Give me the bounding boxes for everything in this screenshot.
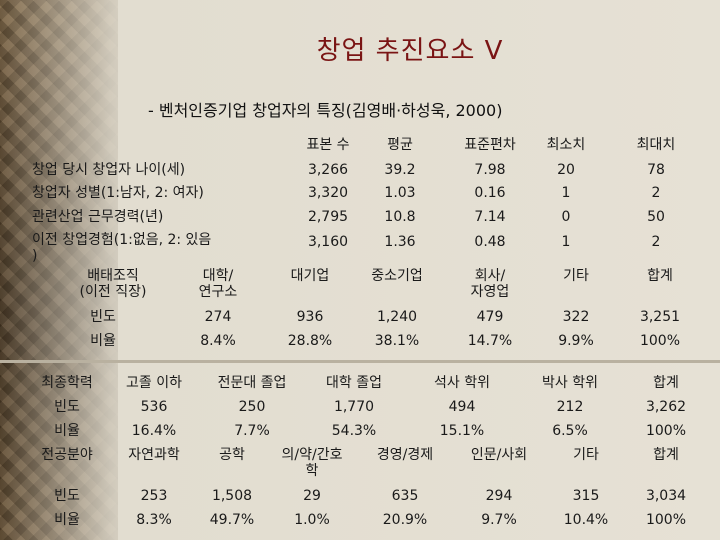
edu-header: 석사 학위 <box>434 375 490 391</box>
stats-header: 최소치 <box>546 137 586 153</box>
stats-cell: 3,320 <box>307 185 349 201</box>
edu-cell: 494 <box>448 399 476 415</box>
edu-cell: 15.1% <box>439 423 485 439</box>
stats-row-label: 이전 창업경험(1:없음, 2: 있음 ) <box>32 232 212 264</box>
org-cell: 38.1% <box>374 333 420 349</box>
stats-cell: 1 <box>561 234 571 250</box>
edu-header: 고졸 이하 <box>126 375 182 391</box>
stats-cell: 1.36 <box>384 234 416 250</box>
org-cell: 479 <box>476 309 504 325</box>
stats-cell: 2 <box>651 185 661 201</box>
major-cell: 315 <box>572 488 600 504</box>
major-cell: 1,508 <box>211 488 253 504</box>
org-row-label: 비율 <box>90 333 116 349</box>
org-header: 중소기업 <box>371 268 423 284</box>
edu-header: 합계 <box>653 375 679 391</box>
org-header: 대학/ 연구소 <box>198 268 238 300</box>
org-cell: 1,240 <box>376 309 418 325</box>
edu-header: 전문대 졸업 <box>217 375 287 391</box>
stats-cell: 10.8 <box>384 209 416 225</box>
org-row-label: 빈도 <box>90 309 116 325</box>
stats-cell: 0.16 <box>474 185 506 201</box>
major-row-label: 빈도 <box>54 488 80 504</box>
major-header: 기타 <box>573 447 599 463</box>
stats-row-label: 관련산업 근무경력(년) <box>32 209 164 225</box>
stats-header: 표본 수 <box>306 137 350 153</box>
stats-cell: 0 <box>561 209 571 225</box>
edu-cell: 6.5% <box>552 423 588 439</box>
stats-cell: 39.2 <box>384 162 416 178</box>
org-cell: 100% <box>639 333 681 349</box>
org-header: 합계 <box>647 268 673 284</box>
stats-cell: 1 <box>561 185 571 201</box>
stats-row-label: 창업 당시 창업자 나이(세) <box>32 162 186 178</box>
edu-row-label: 비율 <box>54 423 80 439</box>
major-header: 인문/사회 <box>470 447 528 463</box>
edu-row-label: 빈도 <box>54 399 80 415</box>
edu-cell: 7.7% <box>234 423 270 439</box>
edu-cell: 536 <box>140 399 168 415</box>
stats-cell: 2 <box>651 234 661 250</box>
org-header: 회사/ 자영업 <box>470 268 510 300</box>
org-cell: 28.8% <box>287 333 333 349</box>
major-header: 공학 <box>219 447 245 463</box>
major-cell: 10.4% <box>563 512 609 528</box>
stats-cell: 2,795 <box>307 209 349 225</box>
org-cell: 9.9% <box>558 333 594 349</box>
stats-header: 표준편차 <box>464 137 516 153</box>
slide-title: 창업 추진요소 V <box>316 36 504 66</box>
slide-subtitle: - 벤처인증기업 창업자의 특징(김영배·하성욱, 2000) <box>148 101 503 120</box>
stats-header: 최대치 <box>636 137 676 153</box>
org-header: 기타 <box>563 268 589 284</box>
major-header: 전공분야 <box>41 447 93 463</box>
stats-cell: 7.14 <box>474 209 506 225</box>
org-header: 배태조직 (이전 직장) <box>79 268 147 300</box>
major-cell: 20.9% <box>382 512 428 528</box>
major-cell: 635 <box>391 488 419 504</box>
org-cell: 8.4% <box>200 333 236 349</box>
edu-cell: 212 <box>556 399 584 415</box>
stats-cell: 3,160 <box>307 234 349 250</box>
major-cell: 100% <box>645 512 687 528</box>
edu-header: 대학 졸업 <box>326 375 382 391</box>
table-separator <box>0 360 720 363</box>
major-cell: 3,034 <box>645 488 687 504</box>
major-cell: 49.7% <box>209 512 255 528</box>
stats-cell: 50 <box>647 209 665 225</box>
org-cell: 936 <box>296 309 324 325</box>
major-header: 자연과학 <box>128 447 180 463</box>
stats-row-label: 창업자 성별(1:남자, 2: 여자) <box>32 185 204 201</box>
major-header: 합계 <box>653 447 679 463</box>
major-cell: 253 <box>140 488 168 504</box>
major-cell: 8.3% <box>136 512 172 528</box>
edu-cell: 3,262 <box>645 399 687 415</box>
edu-cell: 250 <box>238 399 266 415</box>
edu-cell: 16.4% <box>131 423 177 439</box>
stats-cell: 0.48 <box>474 234 506 250</box>
major-cell: 9.7% <box>481 512 517 528</box>
stats-cell: 78 <box>647 162 665 178</box>
edu-cell: 1,770 <box>333 399 375 415</box>
stats-cell: 7.98 <box>474 162 506 178</box>
stats-cell: 3,266 <box>307 162 349 178</box>
major-row-label: 비율 <box>54 512 80 528</box>
major-cell: 29 <box>303 488 321 504</box>
major-header: 경영/경제 <box>376 447 434 463</box>
edu-cell: 54.3% <box>331 423 377 439</box>
org-cell: 274 <box>204 309 232 325</box>
major-header: 의/약/간호 학 <box>281 447 343 479</box>
org-header: 대기업 <box>290 268 330 284</box>
edu-header: 박사 학위 <box>542 375 598 391</box>
org-cell: 3,251 <box>639 309 681 325</box>
org-cell: 14.7% <box>467 333 513 349</box>
stats-header: 평균 <box>387 137 413 153</box>
edu-cell: 100% <box>645 423 687 439</box>
major-cell: 1.0% <box>294 512 330 528</box>
stats-cell: 20 <box>557 162 575 178</box>
stats-cell: 1.03 <box>384 185 416 201</box>
major-cell: 294 <box>485 488 513 504</box>
edu-header: 최종학력 <box>41 375 93 391</box>
org-cell: 322 <box>562 309 590 325</box>
